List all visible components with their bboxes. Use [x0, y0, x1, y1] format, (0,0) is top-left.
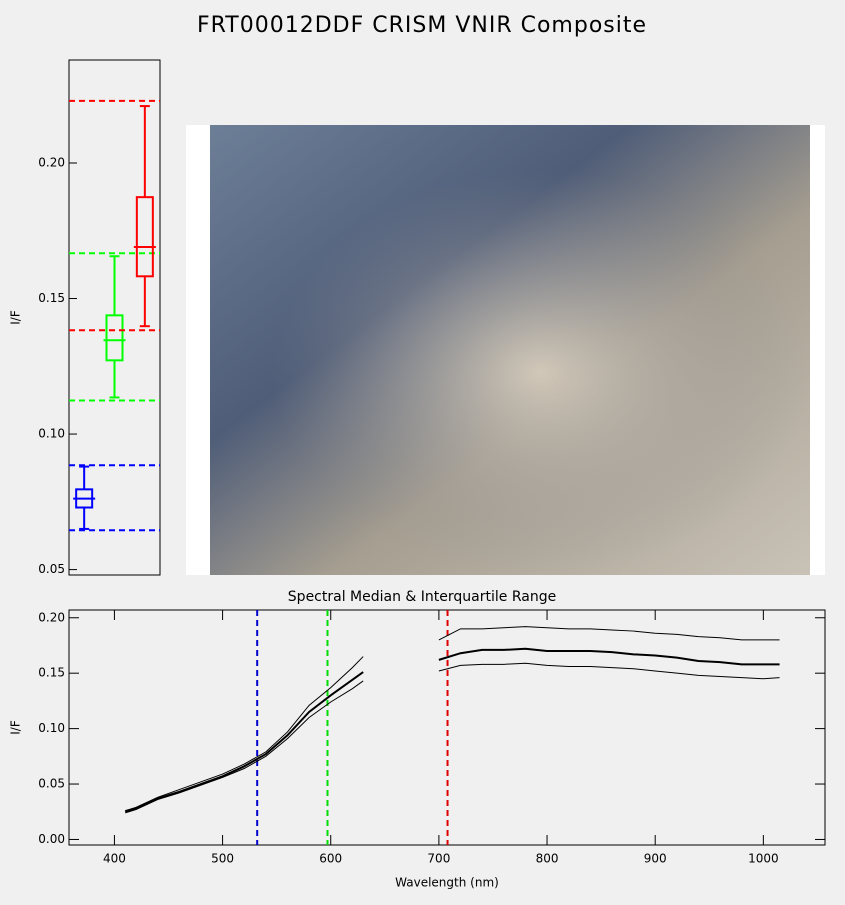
y-axis-label: I/F	[9, 720, 23, 735]
x-tick-label: 700	[427, 852, 450, 866]
y-tick-label: 0.15	[38, 291, 65, 305]
spectrum-line	[125, 626, 780, 812]
y-tick-label: 0.10	[38, 427, 65, 441]
y-tick-label: 0.15	[38, 666, 65, 680]
x-tick-label: 400	[103, 852, 126, 866]
x-tick-label: 600	[319, 852, 342, 866]
x-tick-label: 500	[211, 852, 234, 866]
y-tick-label: 0.20	[38, 156, 65, 170]
spectrum-line	[125, 662, 780, 814]
y-tick-label: 0.05	[38, 562, 65, 576]
image-highlight	[210, 125, 810, 575]
x-tick-label: 1000	[748, 852, 779, 866]
figure-title: FRT00012DDF CRISM VNIR Composite	[197, 13, 647, 38]
spectrum-line	[124, 647, 780, 813]
y-tick-label: 0.10	[38, 721, 65, 735]
plot-frame	[68, 59, 161, 576]
x-axis-label: Wavelength (nm)	[395, 876, 499, 890]
y-axis-label: I/F	[9, 310, 23, 325]
y-tick-label: 0.05	[38, 777, 65, 791]
box	[105, 314, 124, 362]
y-tick-label: 0.20	[38, 610, 65, 624]
box	[135, 196, 154, 278]
chart-title: Spectral Median & Interquartile Range	[288, 589, 556, 605]
y-tick-label: 0.00	[38, 832, 65, 846]
x-tick-label: 800	[536, 852, 559, 866]
x-tick-label: 900	[644, 852, 667, 866]
